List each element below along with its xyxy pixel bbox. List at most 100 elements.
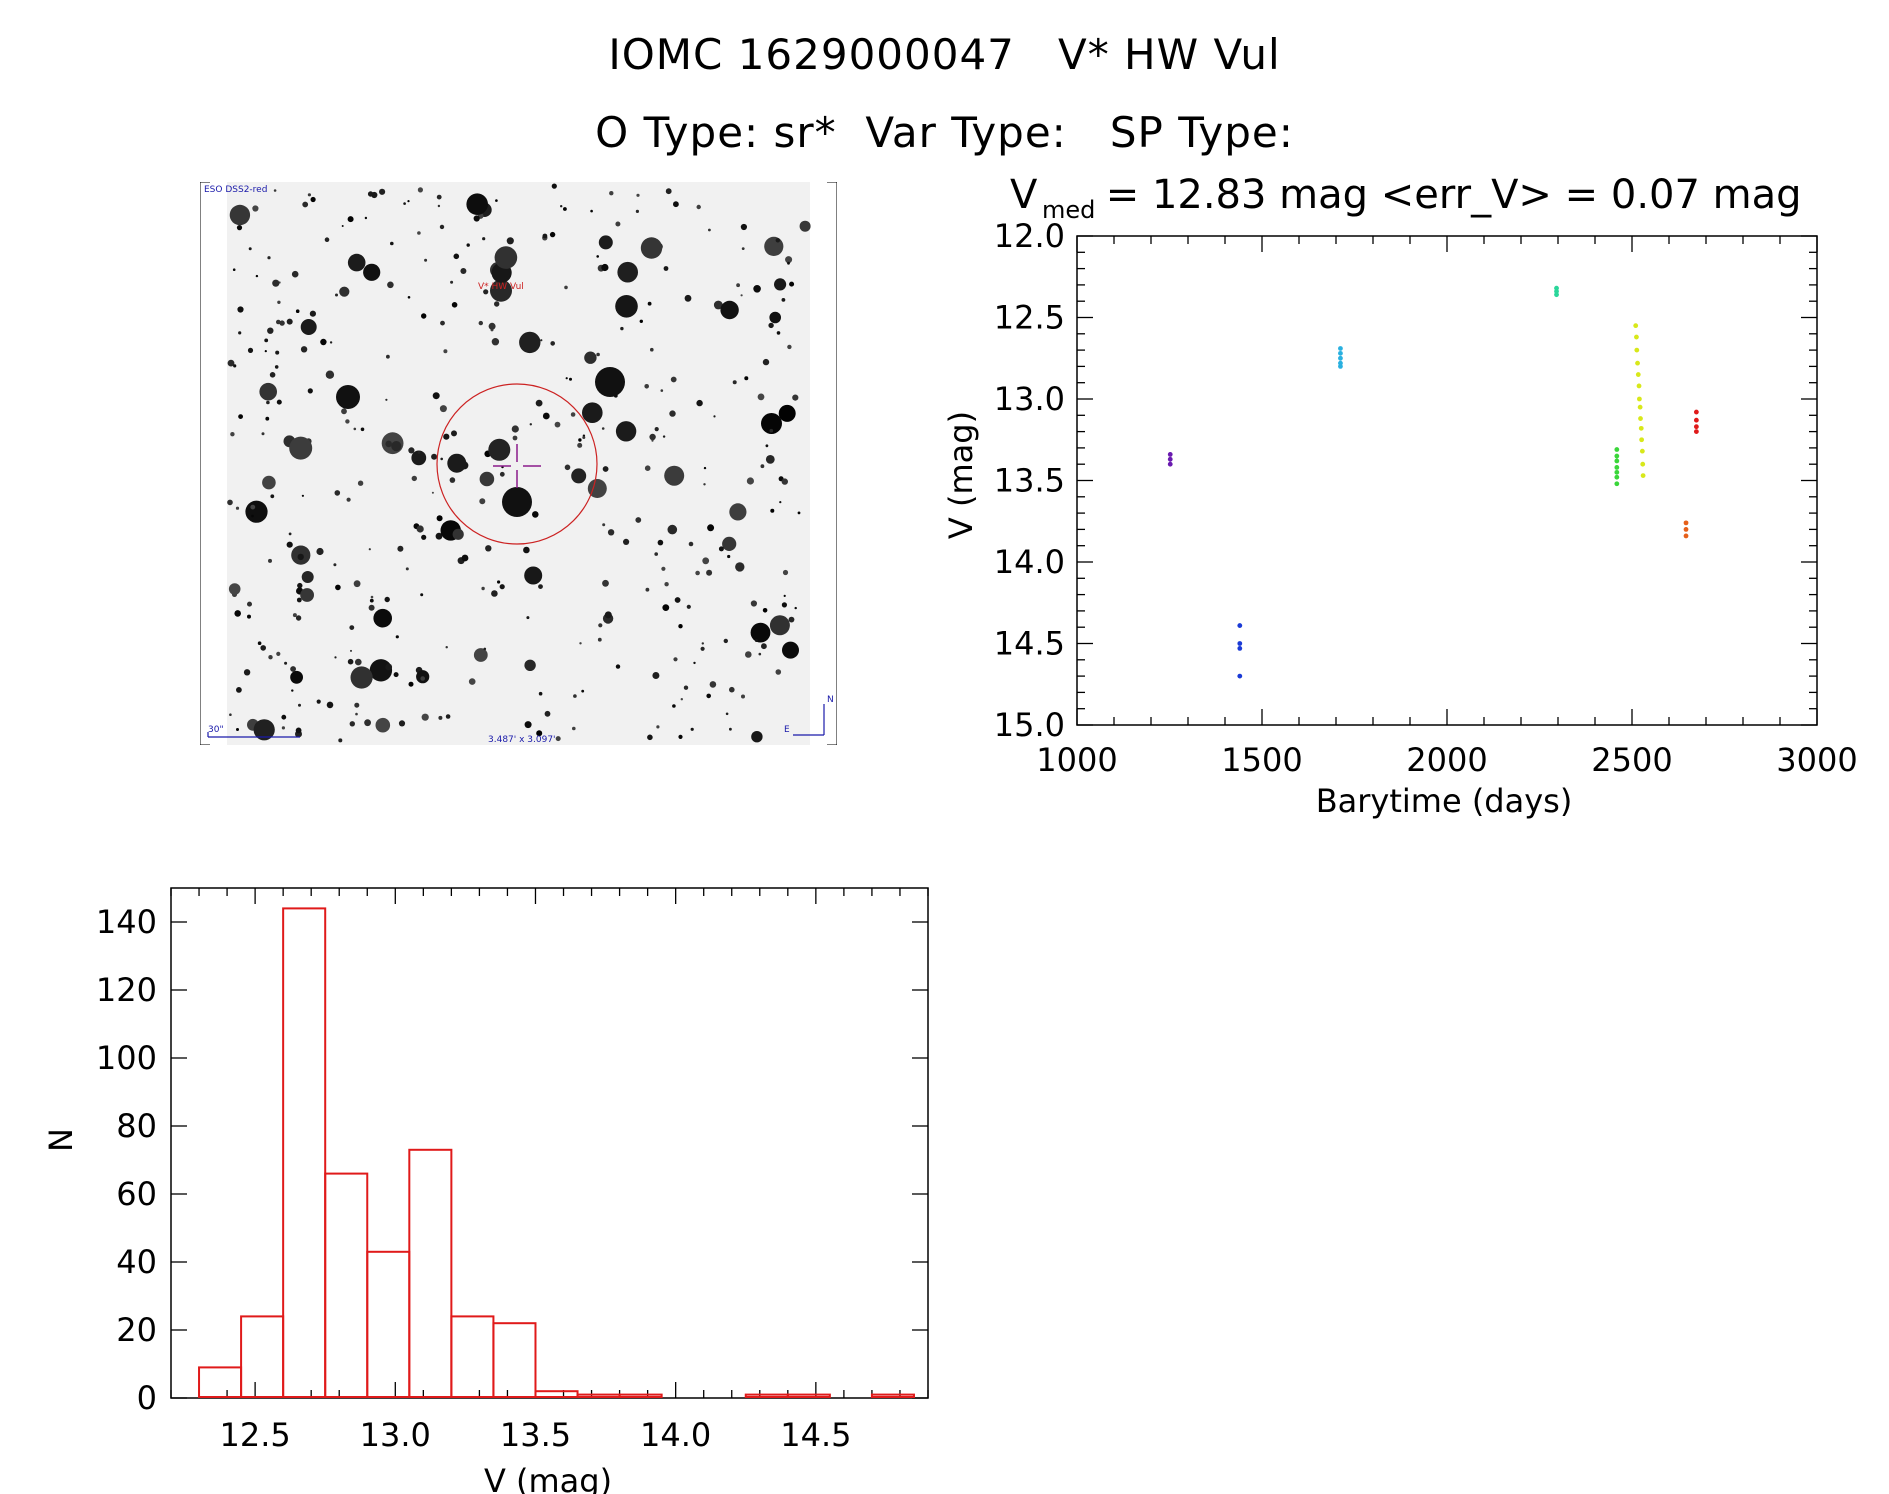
star [582,436,586,439]
star [512,435,518,441]
star [540,339,543,342]
star [781,478,788,485]
star [297,553,304,561]
star [452,528,464,540]
star [713,415,716,418]
star [336,385,360,409]
star [279,320,285,326]
star [664,582,669,587]
star [421,713,429,721]
star [395,635,399,639]
star [403,202,406,205]
lc-data-point [1693,417,1699,423]
star [569,377,572,381]
star [596,352,600,357]
star [443,433,450,440]
star [617,261,638,283]
star [706,569,713,576]
star [288,532,292,536]
lc-data-point [1636,383,1642,389]
lc-data-point [1167,456,1173,462]
star [229,713,232,716]
hist-y-axis-label: N [42,1128,80,1152]
lc-data-point [1635,360,1640,366]
star [300,319,317,335]
star [275,350,280,355]
star [479,498,486,505]
star [499,584,505,590]
star [615,221,621,227]
target-circle [436,383,598,545]
star [654,552,658,556]
star [776,331,781,335]
star [233,364,237,368]
hist-bar [282,907,327,1399]
star [598,623,603,628]
lc-data-point [1338,355,1343,361]
star [782,569,789,576]
star [408,681,414,687]
star [579,642,582,645]
star [478,320,483,326]
star [302,201,309,208]
star [609,191,614,196]
star [523,546,530,554]
hist-x-tick-label: 13.0 [360,1416,431,1454]
star [420,593,424,597]
star [538,691,543,696]
lc-data-point [1683,520,1689,526]
star [363,263,381,281]
star [309,310,316,317]
star [644,384,649,389]
star [672,704,676,708]
star [565,377,568,380]
star [781,298,786,302]
lc-x-tick-label: 2000 [1406,741,1487,779]
star [268,655,273,660]
lc-data-point [1338,350,1343,356]
star [247,347,254,353]
star [718,546,724,552]
star [647,301,652,306]
star [375,717,391,733]
page-title: IOMC 1629000047 V* HW Vul [608,30,1281,79]
star [230,432,235,437]
star [563,207,567,211]
lc-data-point [1614,469,1620,475]
star [408,447,415,454]
hist-bar [408,1148,453,1399]
star [640,237,663,259]
star [669,410,676,417]
star [466,193,489,215]
star [264,350,267,353]
star [235,506,240,510]
star [797,511,801,515]
crosshair-icon [493,444,541,488]
star [696,204,701,210]
lc-y-tick-label: 13.0 [994,380,1065,418]
star [259,382,277,401]
star [529,423,532,426]
hist-x-tick-label: 12.5 [219,1416,290,1454]
lc-data-point [1633,323,1639,329]
star [778,404,796,422]
star [451,430,457,437]
star [297,582,303,589]
star [355,658,362,666]
star [236,728,239,731]
star [645,587,650,592]
star [264,338,269,343]
star [291,270,299,278]
star [602,523,606,527]
star [253,719,275,741]
star [700,646,705,651]
star [236,687,242,693]
lc-title-v: V [1010,172,1038,218]
star [347,658,354,665]
lc-data-point [1683,527,1689,532]
star [639,319,643,323]
star [387,281,394,289]
lc-data-point [1167,461,1173,467]
star [757,393,765,401]
star [368,604,375,611]
